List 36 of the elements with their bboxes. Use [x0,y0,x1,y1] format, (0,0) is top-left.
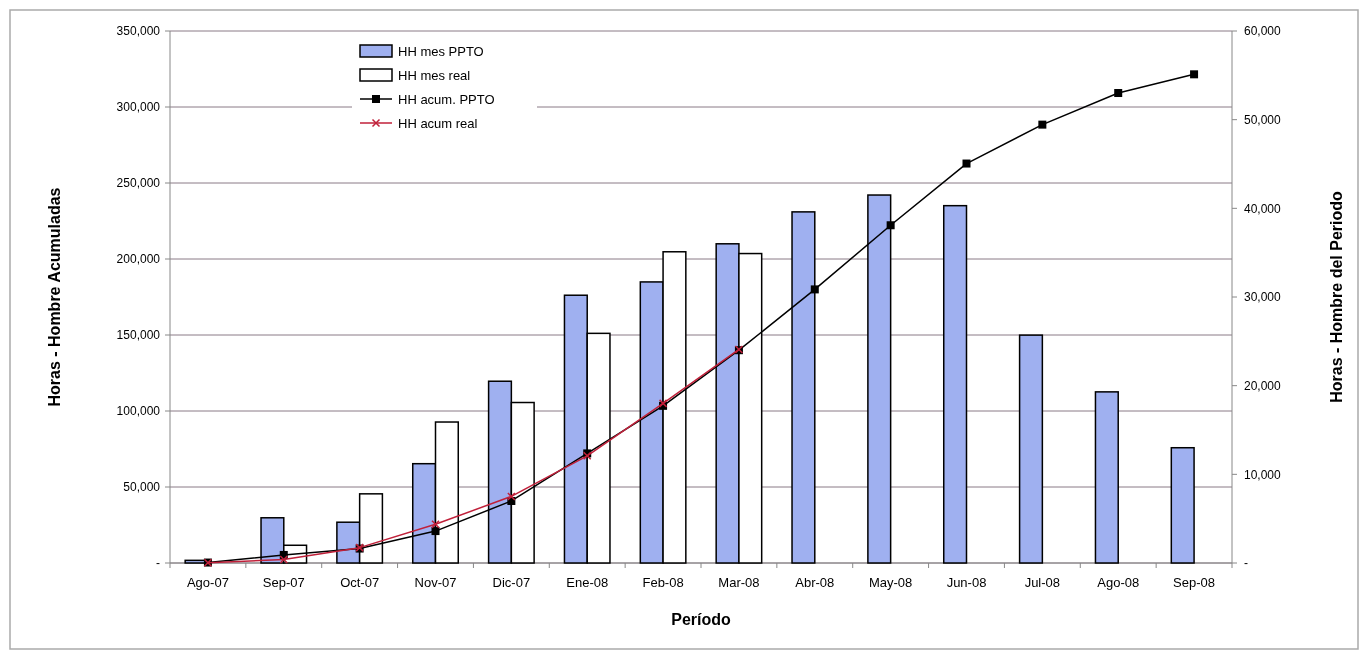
x-tick-label: Jun-08 [946,575,987,590]
y-tick-label: 200,000 [116,252,161,267]
x-tick-label: May-08 [868,575,913,590]
y-tick-label: 250,000 [116,176,161,191]
y-tick-label: 150,000 [116,328,161,343]
x-tick-label: Abr-08 [795,575,835,590]
y-tick-label: 50,000 [123,480,161,495]
y-tick-label: - [156,556,160,571]
y2-tick-label: 20,000 [1244,378,1282,393]
x-tick-label: Oct-07 [340,575,380,590]
y-axis-title: Horas - Hombre Acumuladas [46,187,63,407]
y-tick-label: 100,000 [116,404,161,419]
legend-label: HH acum. PPTO [398,91,495,107]
x-tick-label: Mar-08 [718,575,760,590]
y2-axis-title: Horas - Hombre del Periodo [1328,190,1345,403]
legend-label: HH acum real [398,115,478,131]
y2-tick-label: 40,000 [1244,201,1282,216]
x-tick-label: Dic-07 [492,575,531,590]
y-tick-label: 350,000 [116,24,161,39]
x-tick-label: Ago-08 [1097,575,1140,590]
x-tick-label: Ago-07 [186,575,229,590]
y2-tick-label: 50,000 [1244,112,1282,127]
x-tick-label: Sep-07 [262,575,305,590]
x-tick-label: Nov-07 [414,575,457,590]
x-tick-label: Ene-08 [566,575,609,590]
x-tick-label: Sep-08 [1173,575,1216,590]
x-axis-title: Período [671,611,732,628]
x-tick-label: Jul-08 [1024,575,1061,590]
x-tick-label: Feb-08 [642,575,684,590]
y-tick-label: 300,000 [116,100,161,115]
y2-tick-label: 10,000 [1244,467,1282,482]
y2-tick-label: 60,000 [1244,24,1282,39]
legend-label: HH mes PPTO [398,43,484,59]
y2-tick-label: 30,000 [1244,290,1282,305]
y2-tick-label: - [1244,556,1248,571]
legend-label: HH mes real [398,67,471,83]
